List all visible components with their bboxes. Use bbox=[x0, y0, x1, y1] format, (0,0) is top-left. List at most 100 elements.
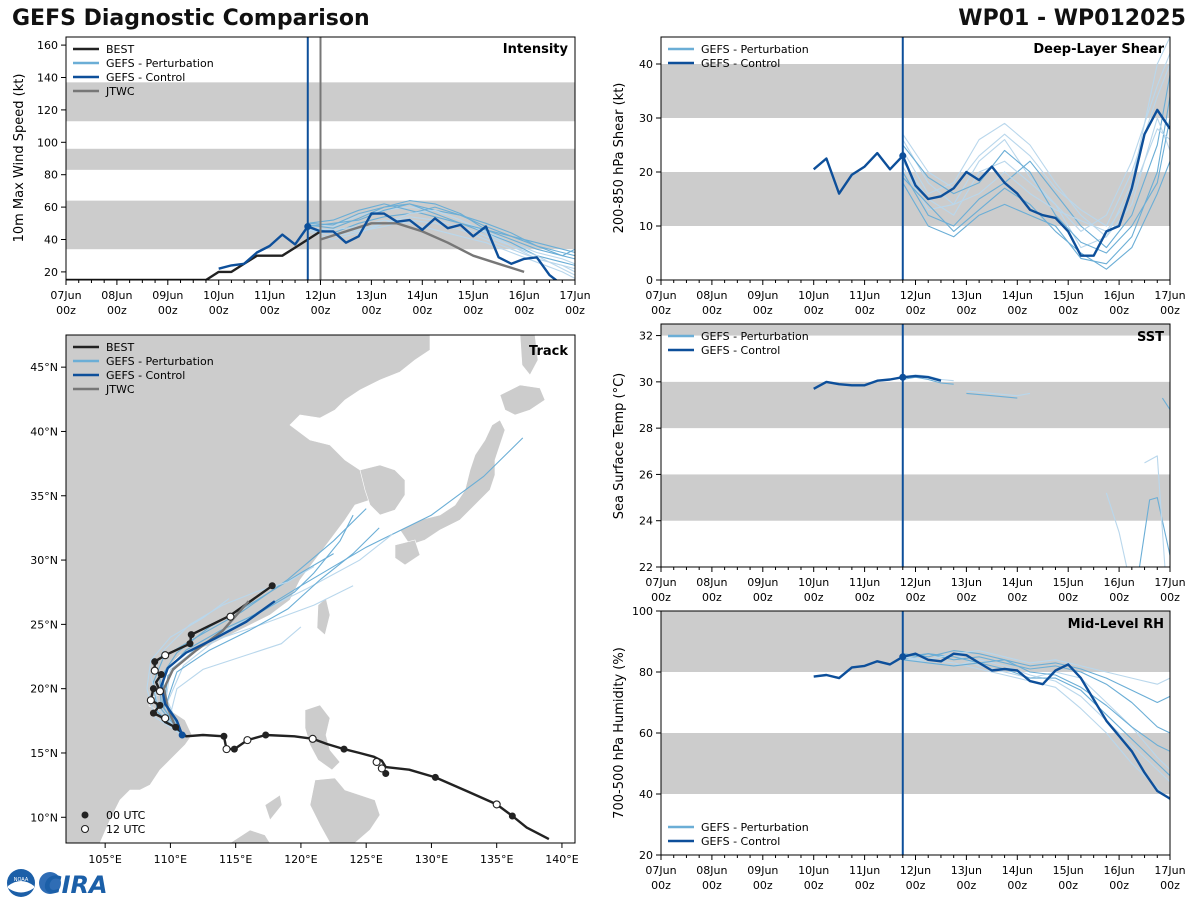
sakhalin bbox=[519, 335, 539, 376]
rh-ytick-label: 40 bbox=[639, 788, 653, 801]
track-lon-label: 120°E bbox=[284, 853, 317, 866]
shear-ytick-label: 20 bbox=[639, 166, 653, 179]
intensity-series-gefs-perturbation bbox=[307, 200, 575, 257]
rh-xtick-label: 00z bbox=[906, 879, 926, 892]
track-lon-label: 140°E bbox=[545, 853, 578, 866]
best-00utc-marker bbox=[340, 745, 348, 753]
sst-xtick-label: 07Jun bbox=[645, 576, 676, 589]
rh-xtick-label: 07Jun bbox=[645, 864, 676, 877]
rh-series-gefs-perturbation bbox=[902, 659, 1170, 777]
rh-legend-label: GEFS - Perturbation bbox=[701, 821, 809, 834]
sst-series-gefs-perturbation bbox=[1144, 455, 1166, 567]
track-lat-label: 40°N bbox=[30, 425, 58, 438]
best-00utc-marker bbox=[431, 773, 439, 781]
track-lon-label: 130°E bbox=[415, 853, 448, 866]
intensity-ytick-label: 140 bbox=[37, 72, 58, 85]
intensity-xtick-label: 11Jun bbox=[254, 289, 285, 302]
shear-legend-label: GEFS - Perturbation bbox=[701, 43, 809, 56]
sst-xtick-label: 00z bbox=[804, 591, 824, 604]
shear-series-gefs-perturbation bbox=[902, 74, 1170, 249]
intensity-xtick-label: 00z bbox=[412, 304, 432, 317]
intensity-xtick-label: 15Jun bbox=[458, 289, 489, 302]
sst-series-gefs-perturbation bbox=[966, 392, 1018, 399]
shear-xtick-label: 00z bbox=[753, 304, 773, 317]
intensity-xtick-label: 00z bbox=[56, 304, 76, 317]
sst-band bbox=[661, 324, 1170, 336]
rh-title: Mid-Level RH bbox=[1068, 617, 1164, 632]
track-lat-label: 20°N bbox=[30, 683, 58, 696]
taiwan bbox=[316, 597, 331, 636]
shear-series-gefs-perturbation bbox=[902, 37, 1170, 249]
shear-xtick-label: 13Jun bbox=[951, 289, 982, 302]
track-title: Track bbox=[529, 344, 568, 359]
intensity-legend-label: GEFS - Control bbox=[106, 71, 185, 84]
shear-xtick-label: 00z bbox=[855, 304, 875, 317]
shear-xtick-label: 16Jun bbox=[1104, 289, 1135, 302]
shear-xtick-label: 00z bbox=[1109, 304, 1129, 317]
sst-legend-label: GEFS - Perturbation bbox=[701, 330, 809, 343]
shear-series-gefs-control bbox=[812, 108, 1170, 257]
shear-xtick-label: 00z bbox=[702, 304, 722, 317]
intensity-xtick-label: 14Jun bbox=[407, 289, 438, 302]
sst-legend-label: GEFS - Control bbox=[701, 344, 780, 357]
control-track bbox=[160, 600, 276, 736]
shear-xtick-label: 12Jun bbox=[900, 289, 931, 302]
palawan bbox=[264, 794, 283, 821]
sst-xtick-label: 00z bbox=[702, 591, 722, 604]
marker-legend-00utc-icon bbox=[81, 811, 89, 819]
best-12utc-marker bbox=[150, 666, 159, 675]
sst-xtick-label: 15Jun bbox=[1053, 576, 1084, 589]
best-00utc-marker bbox=[220, 732, 228, 740]
intensity-series-gefs-control bbox=[218, 212, 558, 280]
philippines-south bbox=[309, 777, 381, 843]
shear-band bbox=[661, 64, 1170, 118]
sst-xtick-label: 00z bbox=[1109, 591, 1129, 604]
track-legend-label: GEFS - Perturbation bbox=[106, 355, 214, 368]
rh-xtick-label: 00z bbox=[804, 879, 824, 892]
intensity-ylabel: 10m Max Wind Speed (kt) bbox=[12, 74, 27, 243]
hokkaido bbox=[499, 384, 546, 416]
rh-xtick-label: 00z bbox=[1109, 879, 1129, 892]
track-lat-label: 35°N bbox=[30, 490, 58, 503]
track-lon-label: 115°E bbox=[219, 853, 252, 866]
best-00utc-marker bbox=[149, 709, 157, 717]
track-legend-label: GEFS - Control bbox=[106, 369, 185, 382]
rh-xtick-label: 13Jun bbox=[951, 864, 982, 877]
rh-series-gefs-perturbation bbox=[902, 650, 1170, 685]
sst-xtick-label: 00z bbox=[855, 591, 875, 604]
shear-ytick-label: 0 bbox=[646, 274, 653, 287]
intensity-xtick-label: 00z bbox=[209, 304, 229, 317]
intensity-xtick-label: 12Jun bbox=[305, 289, 336, 302]
shear-ytick-label: 30 bbox=[639, 112, 653, 125]
shear-xtick-label: 11Jun bbox=[849, 289, 880, 302]
rh-xtick-label: 15Jun bbox=[1053, 864, 1084, 877]
best-12utc-marker bbox=[155, 687, 165, 696]
shear-ylabel: 200-850 hPa Shear (kt) bbox=[612, 83, 627, 234]
sst-xtick-label: 00z bbox=[1007, 591, 1027, 604]
best-00utc-marker bbox=[156, 701, 164, 709]
page-title: GEFS Diagnostic Comparison bbox=[12, 6, 370, 31]
marker-legend-12utc-icon bbox=[80, 824, 90, 834]
rh-xtick-label: 00z bbox=[855, 879, 875, 892]
best-00utc-marker bbox=[230, 745, 238, 753]
sst-ytick-label: 26 bbox=[639, 468, 653, 481]
best-00utc-marker bbox=[172, 723, 180, 731]
intensity-series-jtwc bbox=[320, 222, 525, 274]
sst-ytick-label: 22 bbox=[639, 561, 653, 574]
sst-xtick-label: 16Jun bbox=[1104, 576, 1135, 589]
perturbation-track bbox=[165, 527, 380, 736]
best-00utc-marker bbox=[157, 671, 165, 679]
best-12utc-marker bbox=[308, 734, 317, 743]
intensity-ytick-label: 80 bbox=[44, 169, 58, 182]
sst-xtick-label: 13Jun bbox=[951, 576, 982, 589]
intensity-ytick-label: 60 bbox=[44, 201, 58, 214]
track-map-panel: 105°E 110°E 115°E 120°E 125°E 130°E 135°E 140°E… bbox=[30, 334, 579, 866]
noaa-badge-label: NOAA bbox=[14, 877, 29, 883]
intensity-ytick-label: 160 bbox=[37, 39, 58, 52]
rh-xtick-label: 10Jun bbox=[798, 864, 829, 877]
rh-panel: 07Jun 00z 08Jun 00z 09Jun 00z 10Jun 00z 11Jun 00z… bbox=[612, 605, 1186, 892]
track-lat-label: 10°N bbox=[30, 811, 58, 824]
intensity-series-gefs-perturbation bbox=[307, 216, 575, 276]
intensity-xtick-label: 00z bbox=[158, 304, 178, 317]
rh-xtick-label: 00z bbox=[957, 879, 977, 892]
